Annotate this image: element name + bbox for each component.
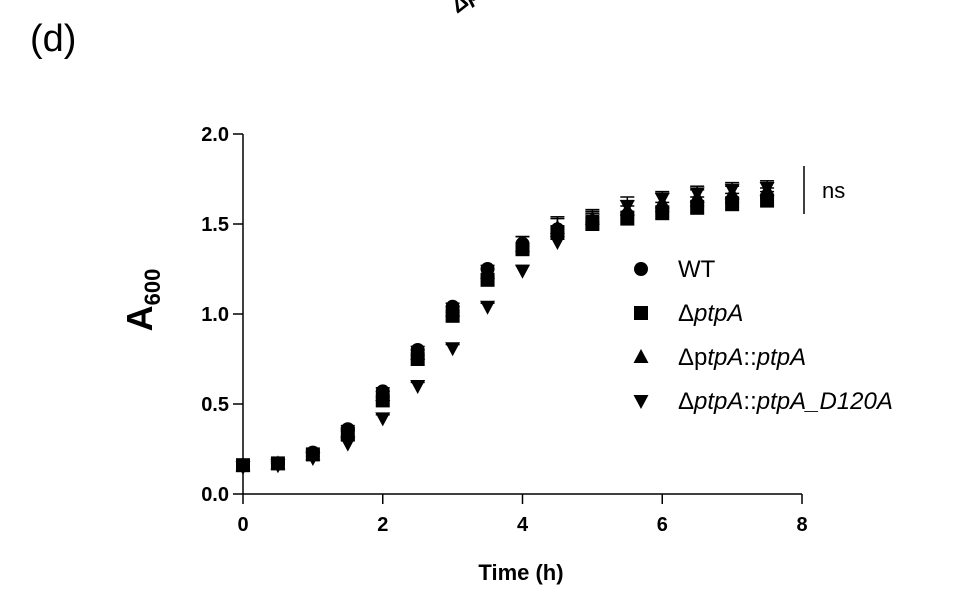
significance-annotation: ns — [803, 166, 845, 214]
legend-label: ΔptpA::ptpA_D120A — [678, 388, 893, 415]
data-point-triangle-down — [480, 300, 496, 315]
data-point-triangle-down — [270, 459, 286, 474]
data-point-triangle-down — [549, 236, 565, 250]
data-point-triangle-down — [619, 200, 635, 214]
data-point-triangle-down — [410, 380, 426, 394]
data-point-square — [690, 200, 705, 215]
x-tick-label: 8 — [796, 514, 807, 536]
data-point-triangle-down — [305, 452, 321, 466]
data-point-triangle-up — [375, 387, 391, 401]
data-point-triangle-down — [515, 264, 530, 279]
data-point-triangle-up — [445, 302, 461, 317]
data-point-triangle-down — [584, 214, 600, 229]
data-point-triangle-down — [375, 412, 391, 427]
y-axis-title-main: A — [119, 305, 160, 331]
data-point-triangle-down — [689, 187, 705, 202]
x-ticks: 0 2 4 6 8 — [237, 494, 808, 536]
data-point-square — [655, 206, 670, 221]
panel-label: (d) — [30, 18, 77, 60]
legend-marker-triangle-up — [633, 349, 649, 363]
x-tick-label: 0 — [237, 514, 248, 536]
data-point-triangle-up — [480, 264, 496, 279]
legend-label: WT — [678, 256, 716, 283]
y-axis-title-subscript: 600 — [140, 269, 165, 306]
data-point-triangle-down — [724, 183, 740, 198]
y-ticks: 0.0 0.5 1.0 1.5 2.0 — [201, 124, 243, 506]
ns-label: ns — [822, 178, 845, 203]
x-axis-title: Time (h) — [478, 560, 563, 585]
data-point-triangle-up — [340, 423, 356, 437]
legend-marker-triangle-down — [633, 395, 649, 409]
y-tick-label: 2.0 — [201, 124, 229, 146]
data-point-triangle-down — [445, 342, 461, 357]
data-point-triangle-up — [549, 219, 565, 234]
data-point-triangle-up — [515, 237, 530, 252]
data-point-triangle-down — [235, 461, 251, 475]
legend-label: ΔptpA — [678, 300, 743, 327]
svg-text:A600: A600 — [119, 269, 165, 332]
x-tick-label: 2 — [377, 514, 388, 536]
legend-marker-square — [634, 306, 648, 320]
x-tick-label: 6 — [657, 514, 668, 536]
data-point-triangle-down — [759, 182, 775, 196]
data-point-triangle-up — [410, 345, 426, 360]
y-tick-label: 0.5 — [201, 394, 229, 416]
y-tick-label: 1.0 — [201, 304, 229, 326]
data-point-triangle-down — [340, 437, 356, 452]
legend-label: ΔptpA::ptpA — [678, 344, 806, 371]
data-point-square — [725, 197, 740, 212]
y-tick-label: 0.0 — [201, 484, 229, 506]
legend-marker-circle — [634, 262, 648, 276]
data-points — [235, 181, 775, 475]
data-point-square — [760, 193, 775, 208]
y-axis-title: A600 — [119, 269, 165, 332]
x-tick-label: 4 — [517, 514, 529, 536]
data-point-triangle-down — [654, 192, 670, 207]
y-tick-label: 1.5 — [201, 214, 229, 236]
